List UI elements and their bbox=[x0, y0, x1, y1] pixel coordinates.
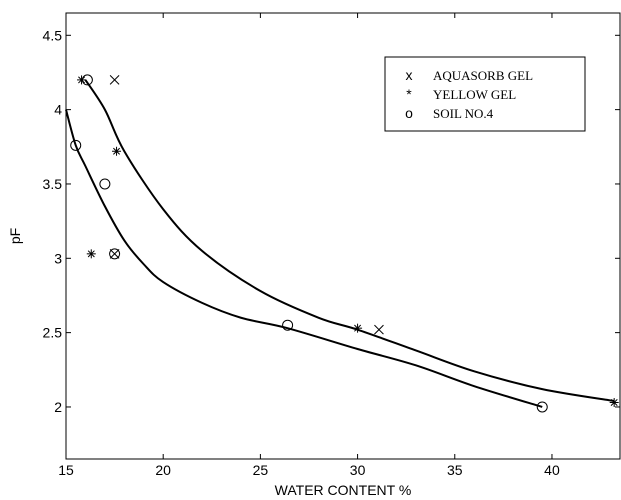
point-circle-marker bbox=[81, 74, 93, 86]
y-axis-title: pF bbox=[7, 228, 23, 244]
series-circle bbox=[70, 74, 548, 413]
point-star-marker bbox=[77, 75, 87, 85]
legend: x AQUASORB GEL * YELLOW GEL o SOIL NO.4 bbox=[384, 56, 586, 132]
point-circle-marker bbox=[99, 178, 111, 190]
point-star-marker bbox=[86, 249, 96, 259]
marker-stroke bbox=[113, 147, 121, 155]
fit-curve bbox=[65, 109, 543, 408]
x-tick-label: 30 bbox=[350, 462, 366, 478]
point-x-marker bbox=[109, 248, 120, 259]
y-tick-label: 2 bbox=[54, 399, 62, 415]
y-tick-label: 3.5 bbox=[43, 176, 63, 192]
fit-curves bbox=[65, 79, 615, 408]
x-tick-label: 35 bbox=[447, 462, 463, 478]
legend-label: YELLOW GEL bbox=[433, 87, 516, 102]
legend-symbol: o bbox=[405, 105, 413, 121]
legend-label: AQUASORB GEL bbox=[433, 68, 533, 83]
data-points bbox=[70, 74, 619, 413]
point-circle-marker bbox=[536, 401, 548, 413]
y-tick-label: 4.5 bbox=[43, 27, 63, 43]
marker-stroke bbox=[109, 248, 120, 259]
point-star-marker bbox=[353, 323, 363, 333]
series-x bbox=[109, 75, 384, 335]
point-star-marker bbox=[112, 146, 122, 156]
y-tick-label: 2.5 bbox=[43, 325, 63, 341]
marker-stroke bbox=[354, 324, 362, 332]
axes: 15 20 25 30 35 40 2 2.5 3 3.5 4 4.5 bbox=[43, 12, 621, 478]
x-tick-label: 25 bbox=[253, 462, 269, 478]
legend-symbol: x bbox=[406, 67, 413, 83]
legend-box bbox=[384, 56, 586, 132]
y-tick-label: 4 bbox=[54, 102, 62, 118]
point-x-marker bbox=[109, 75, 120, 85]
marker-stroke bbox=[78, 76, 86, 84]
marker-stroke bbox=[610, 399, 618, 407]
x-axis-title: WATER CONTENT % bbox=[275, 482, 412, 498]
point-circle-marker bbox=[282, 319, 294, 331]
x-tick-label: 15 bbox=[58, 462, 74, 478]
marker-stroke bbox=[374, 324, 384, 335]
point-star-marker bbox=[609, 398, 619, 408]
fit-curve bbox=[84, 79, 615, 403]
x-tick-label: 20 bbox=[155, 462, 171, 478]
point-circle-marker bbox=[70, 139, 82, 151]
y-tick-label: 3 bbox=[54, 250, 62, 266]
marker-stroke bbox=[87, 250, 95, 258]
legend-symbol: * bbox=[406, 86, 412, 102]
legend-label: SOIL NO.4 bbox=[433, 106, 494, 121]
point-circle-marker bbox=[109, 248, 121, 260]
marker-stroke bbox=[109, 75, 120, 85]
plot-frame bbox=[65, 12, 621, 460]
series-star bbox=[77, 75, 619, 408]
x-tick-label: 40 bbox=[544, 462, 560, 478]
point-x-marker bbox=[374, 324, 384, 335]
